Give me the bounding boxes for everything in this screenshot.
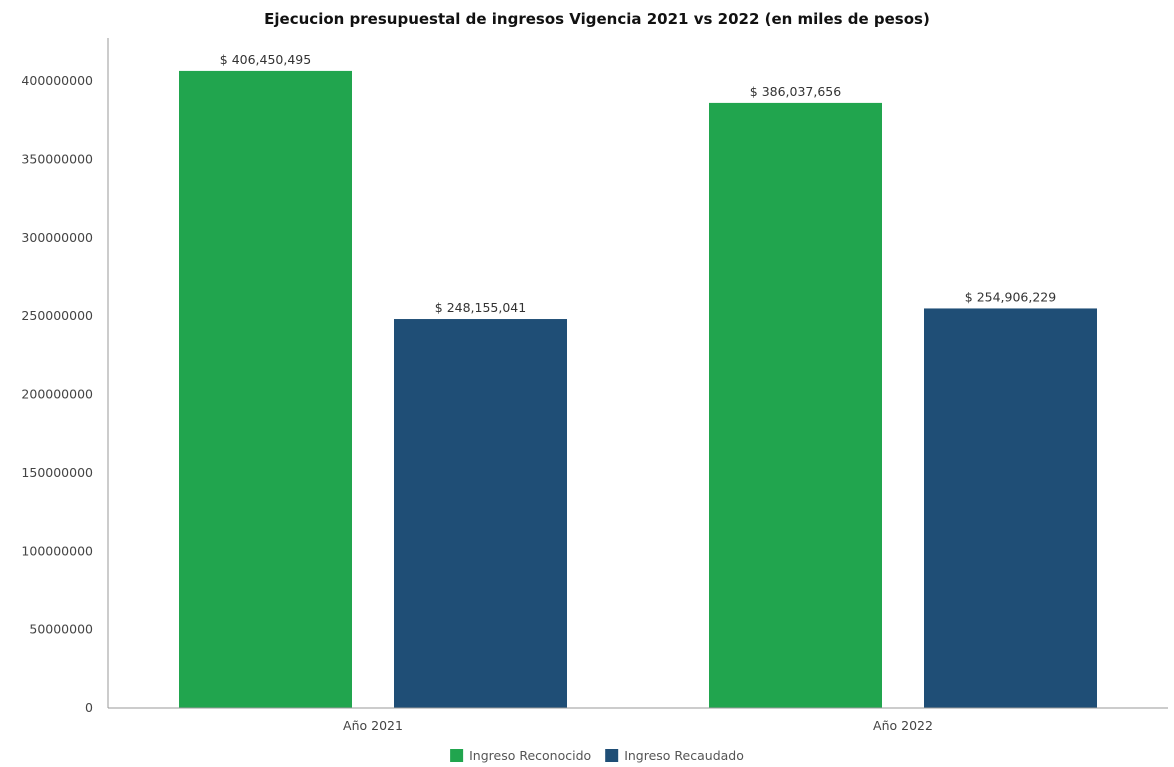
y-tick-label: 0 <box>85 700 93 715</box>
legend: Ingreso Reconocido Ingreso Recaudado <box>450 748 744 763</box>
legend-label: Ingreso Recaudado <box>624 748 744 763</box>
bar <box>394 319 567 708</box>
data-label: $ 386,037,656 <box>750 84 841 99</box>
bar <box>709 102 882 708</box>
data-label: $ 254,906,229 <box>965 289 1056 304</box>
x-axis: Año 2021 Año 2022 <box>108 707 1168 733</box>
data-label: $ 406,450,495 <box>220 52 311 67</box>
bar <box>924 308 1097 708</box>
y-tick-label: 150000000 <box>21 465 93 480</box>
y-tick-label: 200000000 <box>21 387 93 402</box>
legend-swatch <box>450 749 464 762</box>
y-tick-label: 300000000 <box>21 230 93 245</box>
y-tick-label: 100000000 <box>21 543 93 558</box>
chart-title: Ejecucion presupuestal de ingresos Vigen… <box>264 10 930 28</box>
y-axis: 0 50000000 100000000 150000000 200000000 2500… <box>21 38 109 715</box>
y-tick-label: 250000000 <box>21 308 93 323</box>
legend-swatch <box>605 749 619 762</box>
bar <box>179 70 352 709</box>
data-label: $ 248,155,041 <box>435 300 526 315</box>
bars-group: $ 406,450,495 $ 248,155,041 $ 386,037,656 $… <box>179 52 1097 709</box>
x-tick-label: Año 2021 <box>343 718 403 733</box>
y-tick-label: 350000000 <box>21 151 93 166</box>
y-tick-label: 400000000 <box>21 73 93 88</box>
x-tick-label: Año 2022 <box>873 718 933 733</box>
legend-label: Ingreso Reconocido <box>469 748 591 763</box>
y-tick-label: 50000000 <box>29 622 93 637</box>
